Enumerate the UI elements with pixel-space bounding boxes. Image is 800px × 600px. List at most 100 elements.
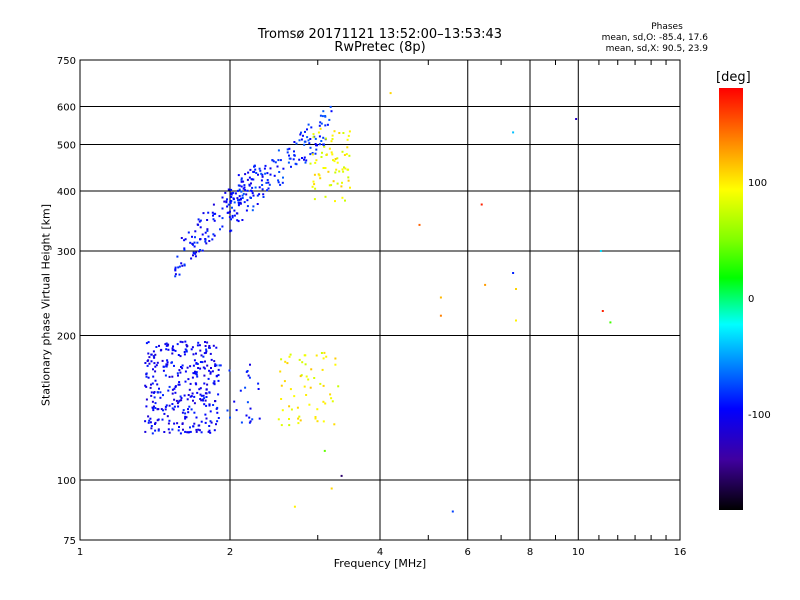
y-axis-label: Stationary phase Virtual Height [km] (39, 203, 53, 407)
data-point (215, 364, 218, 367)
data-point (197, 428, 200, 431)
data-point (154, 353, 157, 356)
data-point (303, 156, 306, 159)
data-point (150, 394, 153, 397)
data-point (240, 190, 243, 193)
data-point (263, 167, 266, 170)
data-point (233, 214, 236, 217)
data-point (277, 149, 280, 152)
data-point (193, 395, 196, 398)
data-point (280, 358, 283, 361)
data-point (288, 157, 291, 160)
data-point (241, 219, 244, 221)
data-point (279, 183, 282, 186)
data-point (294, 162, 297, 165)
data-point (289, 388, 292, 391)
data-point (181, 264, 184, 267)
data-point (218, 215, 221, 218)
data-point (346, 146, 349, 149)
data-point (317, 173, 320, 176)
data-point (279, 370, 282, 373)
data-point (205, 388, 208, 391)
data-point (307, 139, 310, 142)
data-point (168, 385, 171, 388)
data-point (319, 114, 322, 117)
data-point (191, 242, 194, 245)
data-point (515, 319, 517, 322)
data-point (186, 398, 189, 401)
data-point (164, 405, 167, 408)
data-point (299, 375, 302, 378)
data-point (183, 247, 186, 250)
data-point (325, 137, 327, 140)
data-point (223, 200, 226, 203)
data-point (193, 241, 196, 244)
data-point (230, 200, 233, 202)
data-point (177, 400, 180, 403)
data-point (164, 374, 167, 377)
data-point (144, 384, 147, 387)
data-point (204, 341, 206, 343)
data-point (174, 269, 177, 272)
data-point (512, 131, 515, 134)
data-point (347, 134, 350, 137)
data-point (213, 382, 216, 385)
data-point (192, 399, 194, 402)
data-point (151, 406, 154, 409)
data-point (336, 161, 339, 164)
colorbar-tick-100: 100 (748, 178, 768, 189)
data-point (247, 171, 250, 174)
data-point (189, 365, 192, 368)
data-point (196, 375, 199, 378)
data-point (258, 167, 261, 170)
data-point (188, 431, 191, 434)
data-point (226, 205, 229, 208)
data-point (207, 430, 210, 433)
data-point (171, 388, 174, 391)
data-point (229, 416, 231, 419)
data-point (201, 233, 204, 236)
data-point (145, 372, 148, 375)
data-point (240, 180, 243, 183)
data-point (213, 219, 216, 222)
data-point (185, 350, 188, 353)
data-point (198, 424, 201, 427)
data-point (307, 123, 310, 126)
data-point (153, 405, 155, 408)
data-point (181, 411, 184, 414)
data-point (199, 398, 202, 400)
data-point (342, 132, 345, 134)
data-point (334, 200, 336, 203)
data-point (334, 363, 337, 366)
data-point (280, 424, 283, 427)
data-point (178, 381, 181, 384)
data-point (203, 397, 206, 400)
data-point (314, 161, 317, 164)
data-point (297, 417, 300, 420)
data-point (246, 178, 249, 181)
data-point (237, 189, 239, 192)
data-point (323, 449, 326, 452)
data-point (609, 321, 612, 324)
data-point (214, 400, 216, 403)
data-point (267, 181, 270, 184)
data-point (348, 130, 351, 133)
data-point (251, 178, 254, 181)
data-point (236, 219, 239, 222)
data-point (189, 430, 192, 433)
data-point (298, 139, 301, 142)
data-point (214, 363, 217, 366)
data-point (253, 164, 256, 167)
data-point (239, 201, 242, 204)
data-point (204, 421, 207, 424)
data-point (251, 192, 254, 195)
data-point (167, 343, 170, 346)
data-point (165, 342, 168, 345)
data-point (254, 168, 257, 171)
data-point (286, 151, 289, 154)
data-point (156, 408, 159, 411)
data-point (303, 158, 305, 161)
data-point (154, 370, 157, 373)
data-point (221, 225, 224, 228)
data-point (199, 226, 202, 229)
